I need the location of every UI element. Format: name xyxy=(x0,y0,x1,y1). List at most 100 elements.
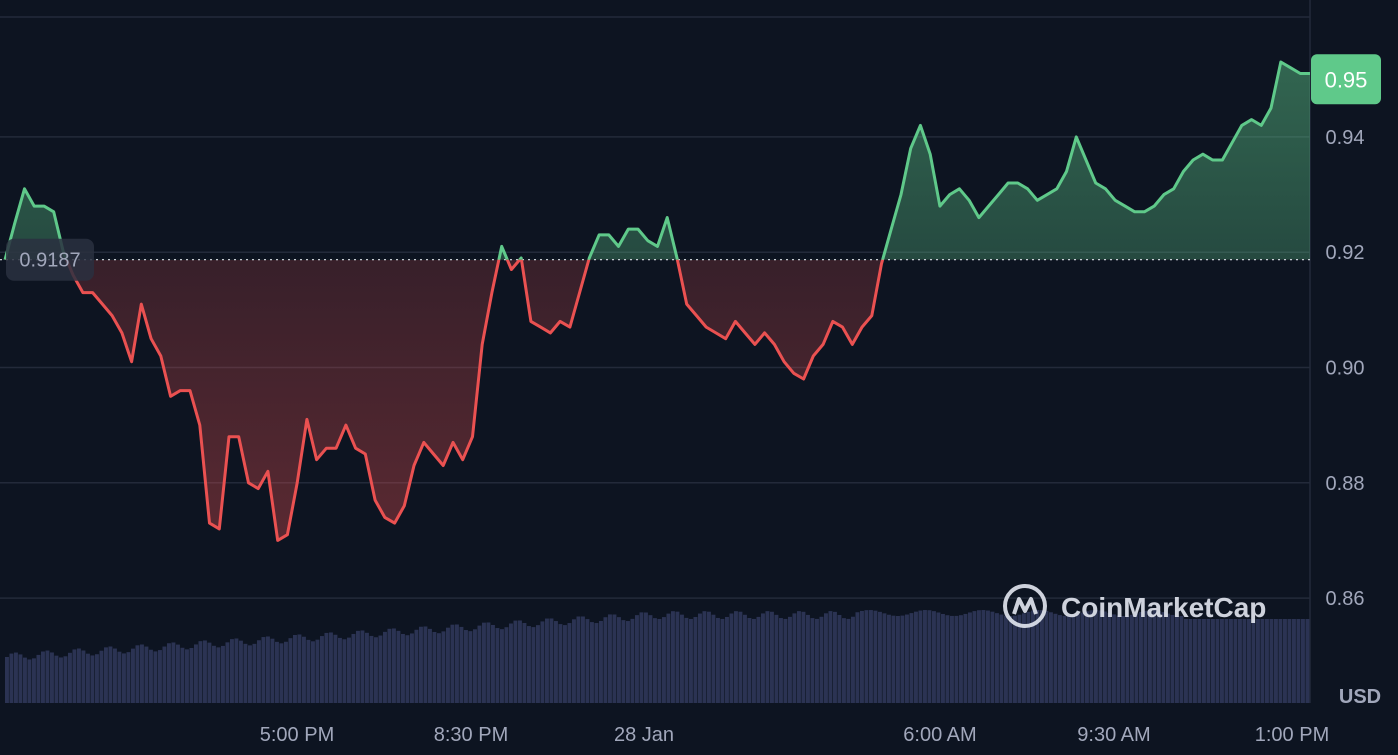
volume-bar xyxy=(140,644,144,703)
volume-bar xyxy=(95,654,99,703)
volume-bar xyxy=(977,610,981,703)
volume-bar xyxy=(900,615,905,703)
volume-bar xyxy=(1125,615,1130,703)
volume-bar xyxy=(765,611,770,703)
volume-bar xyxy=(450,624,455,703)
watermark-text: CoinMarketCap xyxy=(1061,592,1266,623)
volume-bar xyxy=(464,630,468,703)
volume-bar xyxy=(815,618,819,703)
volume-bar xyxy=(243,643,248,703)
volume-bar xyxy=(194,644,198,703)
volume-bar xyxy=(869,610,873,703)
volume-bar xyxy=(320,636,324,703)
volume-bar xyxy=(590,622,594,703)
volume-bar xyxy=(185,649,189,703)
volume-bar xyxy=(423,626,428,703)
volume-bar xyxy=(1260,619,1265,703)
volume-bar xyxy=(981,610,986,703)
price-line-down xyxy=(4,259,885,542)
volume-bar xyxy=(540,621,545,703)
volume-bar xyxy=(437,633,441,703)
volume-bar xyxy=(14,652,18,703)
volume-bar xyxy=(234,638,239,703)
volume-bar xyxy=(878,611,882,703)
volume-bar xyxy=(1152,610,1157,703)
volume-bar xyxy=(594,623,599,703)
x-tick-label: 28 Jan xyxy=(614,724,674,746)
volume-bar xyxy=(203,640,207,703)
price-lines xyxy=(3,60,1310,542)
volume-bar xyxy=(266,636,270,703)
volume-bar xyxy=(207,642,212,703)
currency-unit-label: USD xyxy=(1339,686,1381,708)
volume-bar xyxy=(567,623,572,703)
volume-bar xyxy=(1206,619,1211,703)
x-tick-label: 1:00 PM xyxy=(1255,724,1329,746)
volume-bar xyxy=(5,657,9,703)
volume-bar xyxy=(149,649,153,703)
volume-bar xyxy=(716,617,720,703)
volume-bar xyxy=(1287,619,1292,703)
y-tick-label: 0.90 xyxy=(1326,357,1365,379)
current-price-text: 0.95 xyxy=(1325,67,1368,92)
volume-bar xyxy=(702,611,707,703)
volume-bar xyxy=(599,620,603,703)
volume-bars xyxy=(5,610,1310,703)
volume-bar xyxy=(1143,610,1148,703)
volume-bar xyxy=(1098,610,1103,703)
volume-bar xyxy=(887,614,891,703)
volume-bar xyxy=(158,650,162,703)
volume-bar xyxy=(792,613,797,703)
volume-bar xyxy=(936,612,941,703)
volume-bar xyxy=(1134,613,1139,703)
volume-bar xyxy=(959,615,963,703)
volume-bar xyxy=(50,652,54,703)
volume-bar xyxy=(824,613,828,703)
volume-bar xyxy=(711,614,716,703)
volume-bar xyxy=(666,613,671,703)
volume-bar xyxy=(1256,619,1260,703)
volume-bar xyxy=(1008,615,1013,703)
volume-bar xyxy=(504,627,509,703)
volume-bar xyxy=(293,634,297,703)
volume-bar xyxy=(828,611,833,703)
volume-bar xyxy=(446,627,450,703)
volume-bar xyxy=(1049,612,1053,703)
volume-bar xyxy=(527,626,531,703)
volume-bar xyxy=(1013,615,1017,703)
volume-bar xyxy=(1130,614,1134,703)
volume-bar xyxy=(662,617,666,703)
volume-bar xyxy=(221,645,225,703)
volume-bar xyxy=(1058,615,1062,703)
volume-bar xyxy=(1184,619,1188,703)
volume-bar xyxy=(680,614,684,703)
volume-bar xyxy=(41,651,45,703)
volume-bar xyxy=(342,639,347,703)
volume-bar xyxy=(432,631,437,703)
volume-bar xyxy=(252,643,257,703)
volume-bar xyxy=(257,640,261,703)
volume-bar xyxy=(324,632,329,703)
volume-bar xyxy=(491,624,495,703)
volume-bar xyxy=(1274,619,1278,703)
volume-bar xyxy=(392,628,396,703)
volume-bar xyxy=(1188,619,1193,703)
volume-bar xyxy=(653,618,657,703)
volume-bar xyxy=(36,654,41,703)
volume-bar xyxy=(1053,613,1058,703)
volume-bar xyxy=(216,647,221,703)
volume-bar xyxy=(176,644,180,703)
volume-bar xyxy=(77,648,81,703)
volume-bar xyxy=(59,657,63,703)
volume-bar xyxy=(1278,619,1283,703)
volume-bar xyxy=(153,651,158,703)
volume-bar xyxy=(770,611,774,703)
volume-bar xyxy=(455,624,459,703)
volume-bar xyxy=(810,618,815,703)
volume-bar xyxy=(351,633,356,703)
volume-bar xyxy=(1112,614,1116,703)
volume-bar xyxy=(374,637,378,703)
volume-bar xyxy=(356,630,360,703)
volume-bar xyxy=(419,626,423,703)
